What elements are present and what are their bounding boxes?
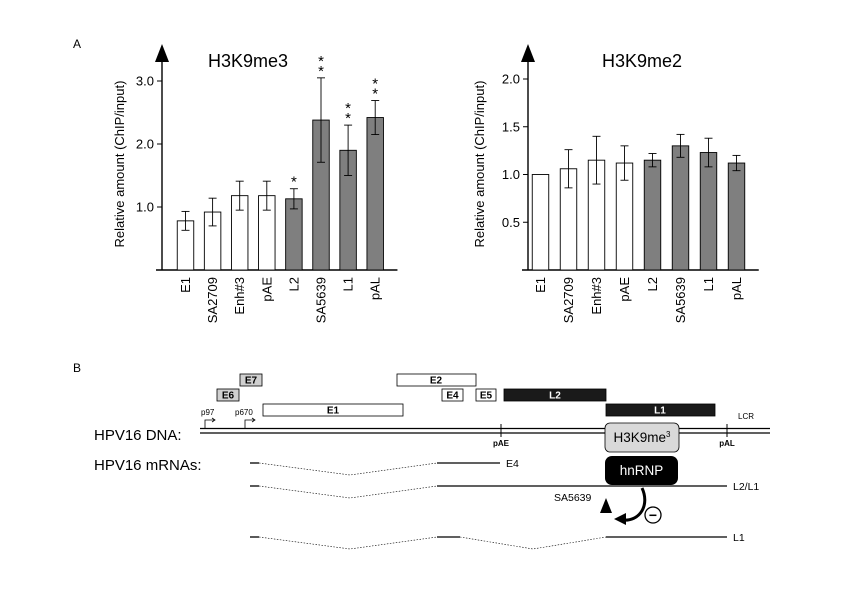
x-category-label: L1 [701,277,716,291]
x-category-label: SA2709 [561,277,576,323]
x-category-label: L2 [645,277,660,291]
gene-e7-label: E7 [245,376,258,387]
x-category-label: SA5639 [314,277,329,323]
promoter-p670-arrow [244,419,254,428]
gene-e2-box [396,373,477,387]
gene-e1-label: E1 [327,406,340,417]
x-category-label: Enh#3 [232,277,247,315]
x-category-label: pAE [617,277,632,302]
significance-star: * [345,110,351,127]
y-tick-label: 1.0 [502,167,520,182]
transcript-l2l1-label: L2/L1 [733,481,759,493]
gene-e6-box [216,388,240,402]
lcr-label: LCR [738,412,754,421]
gene-e4-box [441,388,464,402]
x-category-label: SA5639 [673,277,688,323]
y-axis-label: Relative amount (ChIP/input) [112,81,127,248]
gene-l2-box [503,388,607,402]
gene-l1-box [605,403,716,417]
gene-l2-label: L2 [549,391,561,402]
pal-label: pAL [719,439,735,448]
y-axis-arrow [521,44,535,62]
promoter-p670-label: p670 [235,408,253,417]
chart-title: H3K9me2 [602,51,682,71]
sa5639-label: SA5639 [554,492,592,504]
h3k9me3-mark-box [604,422,680,453]
y-tick-label: 3.0 [136,74,154,89]
y-tick-label: 1.5 [502,119,520,134]
bar [285,198,303,271]
panel-a-label: A [73,37,81,51]
mrna-label: HPV16 mRNAs: [94,457,202,474]
bar [531,174,550,271]
y-tick-label: 2.0 [136,137,154,152]
x-category-label: pAL [368,277,383,300]
significance-star: * [372,76,378,93]
transcript-e4-label: E4 [506,458,519,470]
y-tick-label: 0.5 [502,215,520,230]
genome-map: E7 E6 E1 E2 E4 E5 L2 L1 p97 p670 HPV16 D… [94,373,770,550]
x-category-label: L1 [341,277,356,291]
gene-e5-label: E5 [480,391,493,402]
y-axis-arrow [155,44,169,62]
significance-star: * [318,63,324,80]
pae-label: pAE [493,439,510,448]
inhibition-arrow [621,487,647,522]
gene-e1-box [262,403,404,417]
y-tick-label: 2.0 [502,72,520,87]
h3k9me3-mark-label: H3K9me3 [614,430,672,445]
x-category-label: Enh#3 [589,277,604,315]
sa5639-triangle [600,498,612,513]
gene-e6-label: E6 [222,391,235,402]
inhibition-symbol [644,506,662,524]
x-category-label: SA2709 [205,277,220,323]
significance-star: * [345,100,351,117]
y-tick-label: 1.0 [136,200,154,215]
gene-e4-label: E4 [446,391,459,402]
panel-b-label: B [73,361,81,375]
bar [366,117,384,271]
svg-text:−: − [649,507,657,523]
chart-h3k9me3: H3K9me3 Relative amount (ChIP/input) 1.0 2.… [112,44,398,323]
gene-e5-box [475,388,497,402]
transcript-l1-label: L1 [733,532,745,544]
chart-h3k9me2: H3K9me2 Relative amount (ChIP/input) 0.5 1.… [472,44,759,323]
significance-star: * [318,53,324,70]
promoter-p97-label: p97 [201,408,215,417]
bar [727,162,746,271]
x-category-label: pAL [729,277,744,300]
x-category-label: E1 [178,277,193,293]
promoter-p97-arrow [204,419,214,428]
bar [699,152,718,271]
hnrnp-protein-label: hnRNP [620,463,664,478]
x-category-label: pAE [259,277,274,302]
hnrnp-protein-box [605,456,678,485]
x-category-label: E1 [533,277,548,293]
gene-e2-label: E2 [430,376,443,387]
gene-e7-box [239,373,263,387]
chart-title: H3K9me3 [208,51,288,71]
dna-label: HPV16 DNA: [94,427,182,444]
gene-l1-label: L1 [654,406,666,417]
significance-star: * [372,86,378,103]
significance-star: * [291,174,297,191]
x-category-label: L2 [286,277,301,291]
y-axis-label: Relative amount (ChIP/input) [472,81,487,248]
bar [671,145,690,271]
bar [643,159,662,271]
